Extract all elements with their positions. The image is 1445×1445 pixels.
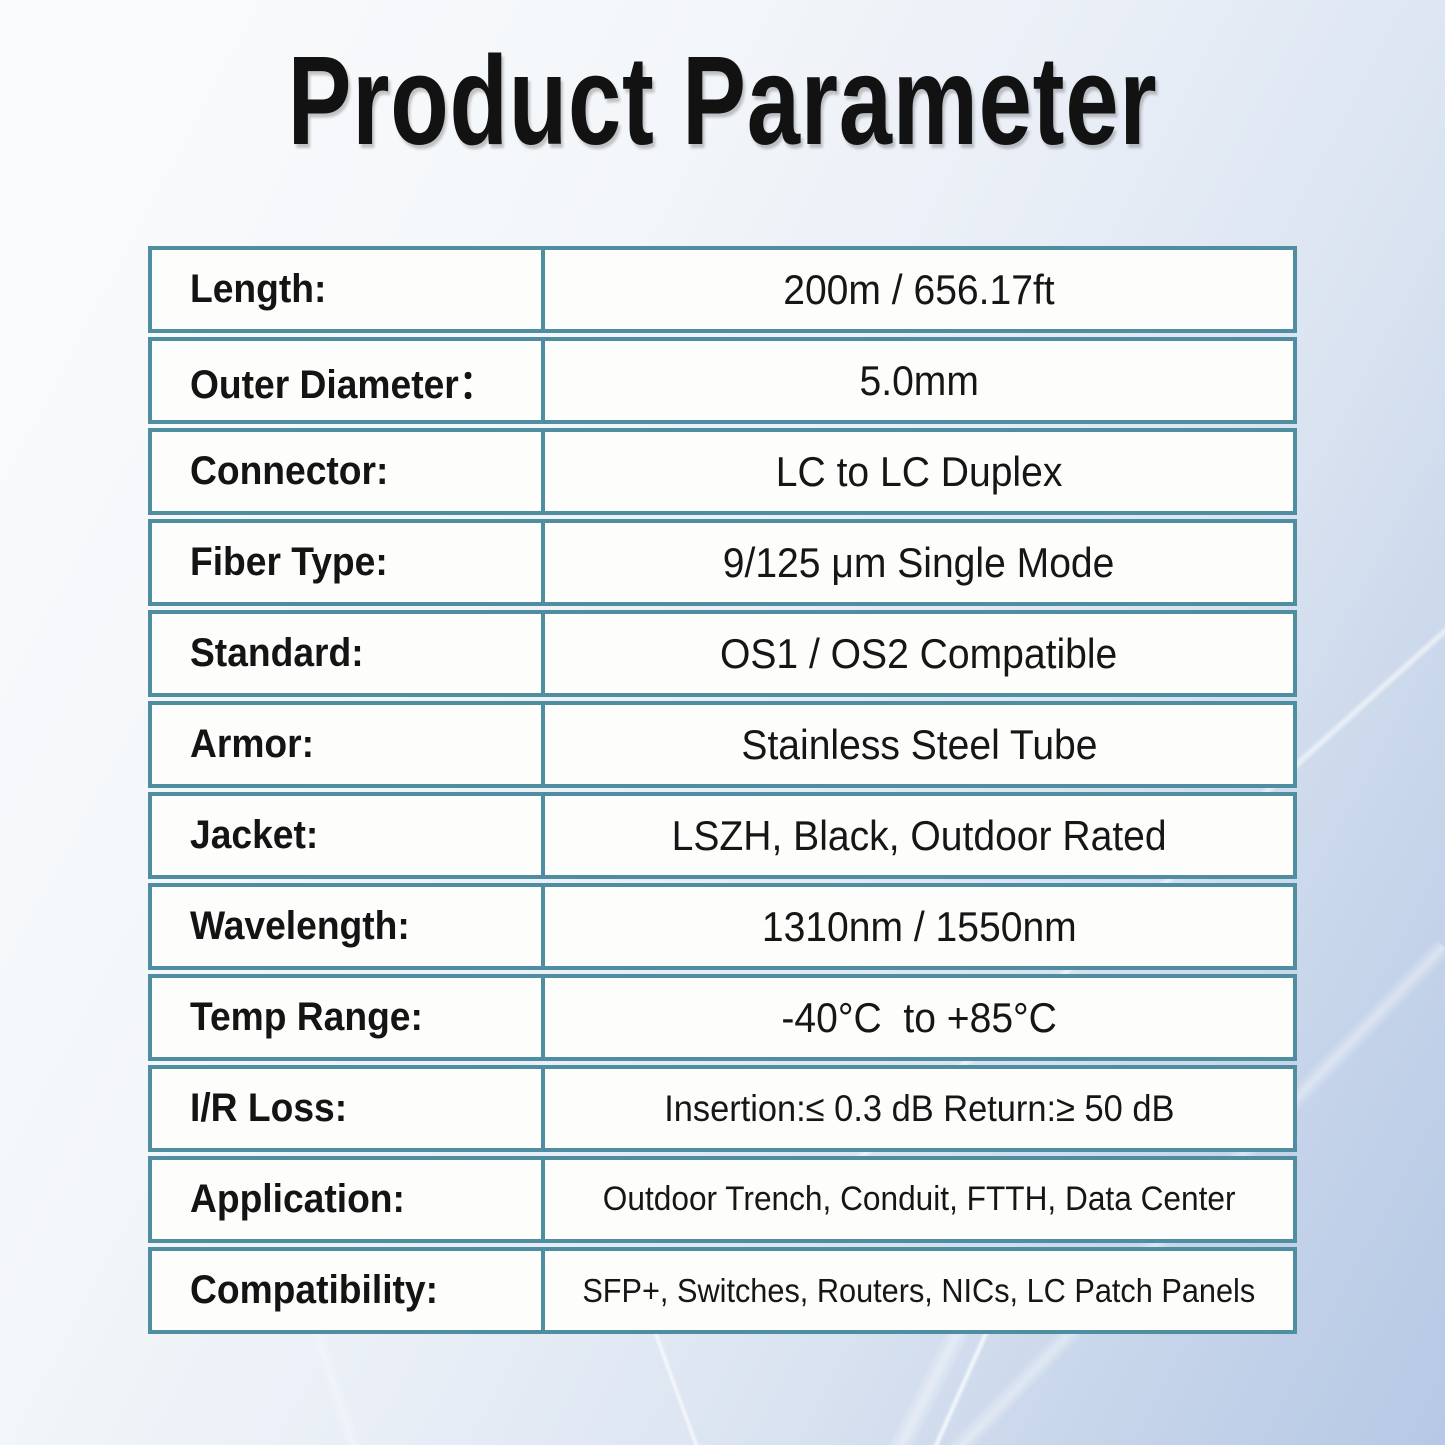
spec-value-compatibility: SFP+, Switches, Routers, NICs, LC Patch … xyxy=(545,1251,1293,1330)
spec-value-fiber-type: 9/125 μm Single Mode xyxy=(545,523,1293,602)
spec-value-outer-diameter: 5.0mm xyxy=(545,341,1293,420)
spec-label-text: Length: xyxy=(190,267,327,311)
spec-value-standard: OS1 / OS2 Compatible xyxy=(545,614,1293,693)
spec-label-text: Fiber Type: xyxy=(190,540,388,584)
spec-value-application: Outdoor Trench, Conduit, FTTH, Data Cent… xyxy=(545,1160,1293,1239)
spec-label-armor: Armor: xyxy=(152,705,545,784)
spec-value-text: LSZH, Black, Outdoor Rated xyxy=(671,811,1167,859)
spec-label-text: Standard: xyxy=(190,631,364,675)
spec-value-text: 5.0mm xyxy=(859,356,979,404)
spec-value-temp-range: -40°C to +85°C xyxy=(545,978,1293,1057)
spec-label-wavelength: Wavelength: xyxy=(152,887,545,966)
spec-value-text: 1310nm / 1550nm xyxy=(761,902,1077,950)
spec-label-compatibility: Compatibility: xyxy=(152,1251,545,1330)
table-row: Jacket: LSZH, Black, Outdoor Rated xyxy=(148,792,1297,879)
spec-value-text: LC to LC Duplex xyxy=(775,447,1063,495)
spec-label-jacket: Jacket: xyxy=(152,796,545,875)
spec-label-text: Compatibility: xyxy=(190,1268,439,1312)
spec-label-length: Length: xyxy=(152,250,545,329)
spec-value-text: OS1 / OS2 Compatible xyxy=(720,629,1118,677)
spec-label-text: Application: xyxy=(190,1177,405,1221)
spec-value-wavelength: 1310nm / 1550nm xyxy=(545,887,1293,966)
table-row: Standard: OS1 / OS2 Compatible xyxy=(148,610,1297,697)
spec-label-text: Temp Range: xyxy=(190,995,423,1039)
spec-table: Length: 200m / 656.17ft Outer Diameter： … xyxy=(148,246,1297,1338)
spec-label-text: Wavelength: xyxy=(190,904,410,948)
spec-value-text: 9/125 μm Single Mode xyxy=(723,538,1115,586)
spec-value-connector: LC to LC Duplex xyxy=(545,432,1293,511)
spec-label-text: Connector: xyxy=(190,449,389,493)
spec-label-ir-loss: I/R Loss: xyxy=(152,1069,545,1148)
spec-value-text: SFP+, Switches, Routers, NICs, LC Patch … xyxy=(582,1271,1256,1309)
table-row: I/R Loss: Insertion:≤ 0.3 dB Return:≥ 50… xyxy=(148,1065,1297,1152)
table-row: Outer Diameter： 5.0mm xyxy=(148,337,1297,424)
spec-value-length: 200m / 656.17ft xyxy=(545,250,1293,329)
page-title: Product Parameter xyxy=(287,30,1158,171)
spec-value-text: -40°C to +85°C xyxy=(781,993,1057,1041)
spec-label-fiber-type: Fiber Type: xyxy=(152,523,545,602)
spec-label-outer-diameter: Outer Diameter： xyxy=(152,341,545,420)
table-row: Wavelength: 1310nm / 1550nm xyxy=(148,883,1297,970)
spec-label-standard: Standard: xyxy=(152,614,545,693)
spec-value-ir-loss: Insertion:≤ 0.3 dB Return:≥ 50 dB xyxy=(545,1069,1293,1148)
table-row: Armor: Stainless Steel Tube xyxy=(148,701,1297,788)
spec-label-text: Outer Diameter： xyxy=(190,362,496,407)
table-row: Compatibility: SFP+, Switches, Routers, … xyxy=(148,1247,1297,1334)
spec-value-jacket: LSZH, Black, Outdoor Rated xyxy=(545,796,1293,875)
spec-value-text: Stainless Steel Tube xyxy=(740,720,1098,768)
spec-label-text: Armor: xyxy=(190,722,315,766)
table-row: Connector: LC to LC Duplex xyxy=(148,428,1297,515)
spec-label-text: I/R Loss: xyxy=(190,1086,348,1130)
table-row: Length: 200m / 656.17ft xyxy=(148,246,1297,333)
spec-label-application: Application: xyxy=(152,1160,545,1239)
spec-value-text: Outdoor Trench, Conduit, FTTH, Data Cent… xyxy=(602,1180,1236,1218)
spec-value-armor: Stainless Steel Tube xyxy=(545,705,1293,784)
spec-value-text: 200m / 656.17ft xyxy=(783,265,1055,313)
spec-label-connector: Connector: xyxy=(152,432,545,511)
table-row: Application: Outdoor Trench, Conduit, FT… xyxy=(148,1156,1297,1243)
spec-value-text: Insertion:≤ 0.3 dB Return:≥ 50 dB xyxy=(663,1087,1175,1129)
table-row: Fiber Type: 9/125 μm Single Mode xyxy=(148,519,1297,606)
table-row: Temp Range: -40°C to +85°C xyxy=(148,974,1297,1061)
spec-label-text: Jacket: xyxy=(190,813,319,857)
spec-label-temp-range: Temp Range: xyxy=(152,978,545,1057)
